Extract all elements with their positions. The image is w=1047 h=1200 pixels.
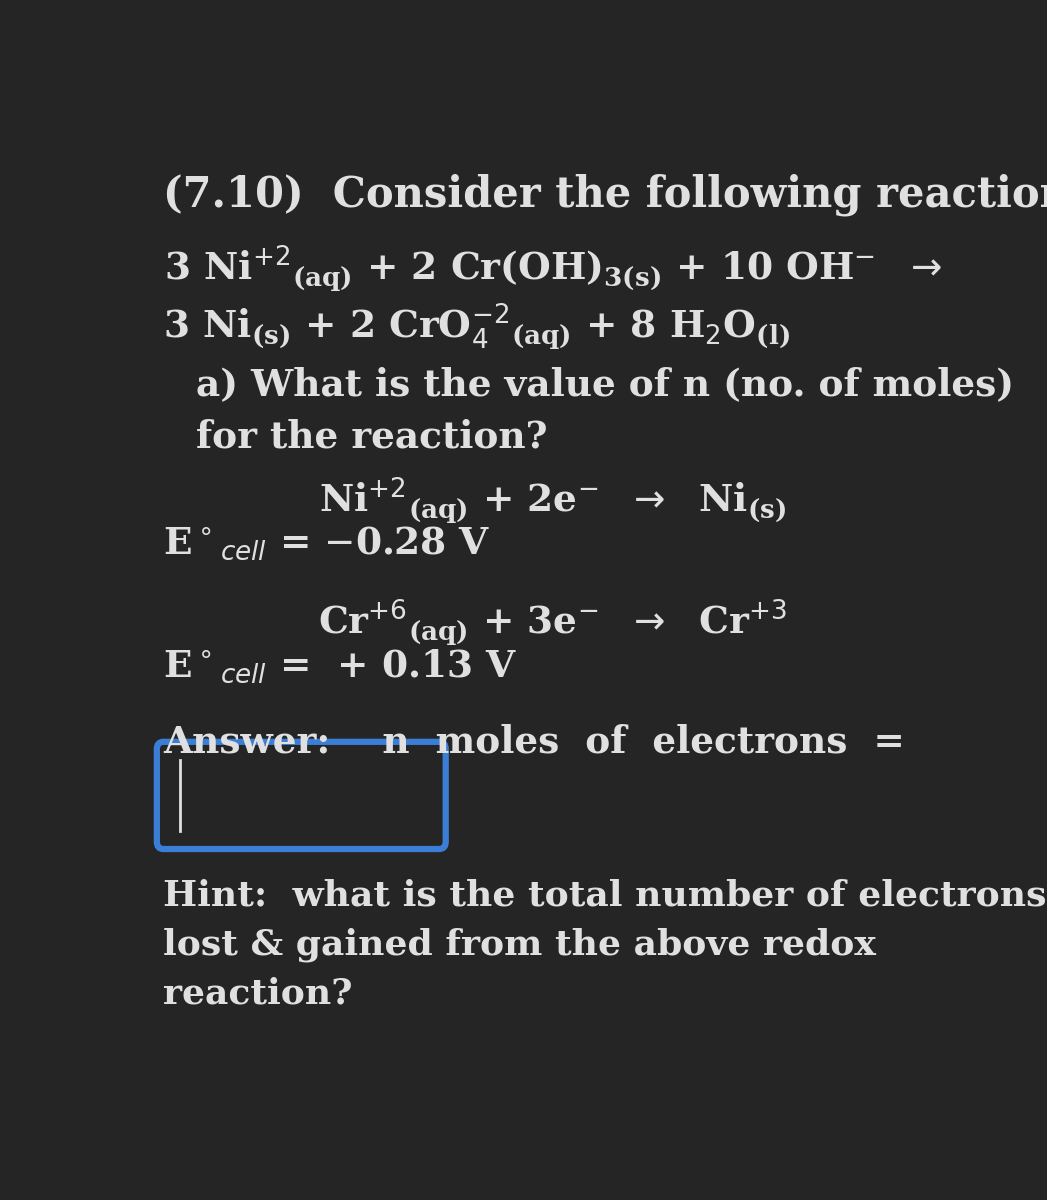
Text: Cr$^{+6}$$_{\mathregular{(aq)}}$ + 3e$^{-}$  $\rightarrow$  Cr$^{+3}$: Cr$^{+6}$$_{\mathregular{(aq)}}$ + 3e$^{… [318,596,787,647]
Text: 3 Ni$_{\mathregular{(s)}}$ + 2 CrO$_4^{-2}$$_{\mathregular{(aq)}}$ + 8 H$_2$O$_{: 3 Ni$_{\mathregular{(s)}}$ + 2 CrO$_4^{-… [163,301,790,350]
Text: E$^\circ$$_{\mathit{cell}}$ = $-$0.28 V: E$^\circ$$_{\mathit{cell}}$ = $-$0.28 V [163,524,491,563]
Text: Hint:  what is the total number of electrons
lost & gained from the above redox
: Hint: what is the total number of electr… [163,878,1047,1010]
Text: a) What is the value of n (no. of moles)
for the reaction?: a) What is the value of n (no. of moles)… [196,366,1013,456]
Text: Ni$^{+2}$$_{\mathregular{(aq)}}$ + 2e$^{-}$  $\rightarrow$  Ni$_{\mathregular{(s: Ni$^{+2}$$_{\mathregular{(aq)}}$ + 2e$^{… [319,475,786,524]
FancyBboxPatch shape [157,742,446,850]
Text: (7.10)  Consider the following reaction:: (7.10) Consider the following reaction: [163,174,1047,216]
Text: E$^\circ$$_{\mathit{cell}}$ =  + 0.13 V: E$^\circ$$_{\mathit{cell}}$ = + 0.13 V [163,648,517,685]
Text: Answer:    n  moles  of  electrons  =: Answer: n moles of electrons = [163,724,906,761]
Text: 3 Ni$^{+2}$$_{\mathregular{(aq)}}$ + 2 Cr(OH)$_{\mathregular{3(s)}}$ + 10 OH$^{-: 3 Ni$^{+2}$$_{\mathregular{(aq)}}$ + 2 C… [164,242,941,293]
